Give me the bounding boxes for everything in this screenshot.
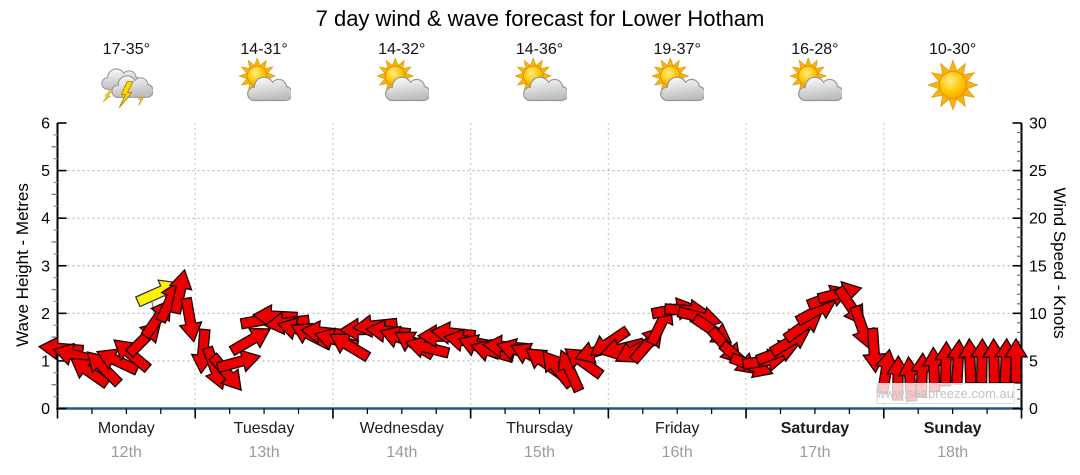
day-name: Tuesday — [233, 420, 295, 437]
day-date: 16th — [661, 444, 693, 461]
day-temperature-range: 17-35° — [102, 41, 150, 58]
chart-title: 7 day wind & wave forecast for Lower Hot… — [315, 6, 765, 31]
day-temperature-range: 14-36° — [515, 41, 564, 58]
svg-text:6: 6 — [41, 116, 50, 133]
day-date: 13th — [248, 444, 280, 461]
wind-arrow — [168, 268, 193, 315]
svg-text:30: 30 — [1029, 116, 1047, 133]
day-temperature-range: 14-31° — [240, 41, 288, 58]
svg-text:1: 1 — [41, 353, 50, 370]
wind-arrow — [564, 348, 605, 380]
day-name: Monday — [97, 420, 155, 437]
storm-icon — [99, 58, 155, 112]
svg-text:15: 15 — [1029, 258, 1047, 275]
wind-arrow — [1003, 337, 1029, 384]
day-date: 17th — [799, 444, 831, 461]
wind-arrow — [178, 296, 203, 343]
day-name: Friday — [654, 420, 700, 437]
wind-arrow — [329, 333, 372, 363]
day-date: 14th — [386, 444, 418, 461]
svg-text:2: 2 — [41, 306, 50, 323]
svg-text:3: 3 — [41, 258, 50, 275]
svg-text:5: 5 — [1029, 353, 1038, 370]
day-name: Saturday — [780, 420, 850, 437]
day-temperature-range: 16-28° — [791, 41, 839, 58]
partly-cloudy-icon — [788, 57, 844, 112]
day-temperature-range: 14-32° — [378, 41, 426, 58]
svg-text:4: 4 — [41, 211, 50, 228]
wind-arrows — [37, 268, 1029, 402]
left-axis-title: Wave Height - Metres — [13, 183, 32, 347]
wind-arrow — [404, 334, 451, 359]
day-temperature-range: 19-37° — [653, 41, 701, 58]
partly-cloudy-icon — [375, 57, 431, 112]
left-axis-ticks: 0 1 2 3 4 5 6 — [41, 116, 67, 418]
day-date: 12th — [110, 444, 142, 461]
day-date: 18th — [937, 444, 969, 461]
partly-cloudy-icon — [650, 57, 707, 112]
watermark: www.seabreeze.com.au — [875, 383, 1015, 404]
sunny-icon — [926, 58, 980, 112]
svg-text:5: 5 — [41, 163, 50, 180]
svg-text:10: 10 — [1029, 306, 1047, 323]
day-name: Wednesday — [359, 420, 444, 437]
wind-arrow — [86, 351, 124, 388]
partly-cloudy-icon — [237, 57, 293, 112]
bottom-axis-ticks — [56, 408, 1023, 419]
wind-arrow — [228, 327, 272, 357]
svg-text:25: 25 — [1029, 163, 1047, 180]
day-date: 15th — [523, 444, 556, 461]
svg-text:0: 0 — [41, 401, 50, 418]
wind-arrow — [215, 349, 262, 374]
svg-text:20: 20 — [1029, 211, 1047, 228]
svg-text:www.seabreeze.com.au: www.seabreeze.com.au — [875, 386, 1014, 401]
right-axis-title: Wind Speed - Knots — [1050, 187, 1069, 339]
partly-cloudy-icon — [513, 57, 569, 112]
svg-text:0: 0 — [1029, 401, 1038, 418]
day-name: Sunday — [923, 420, 982, 437]
day-name: Thursday — [506, 420, 573, 437]
day-temperature-range: 10-30° — [928, 41, 977, 58]
